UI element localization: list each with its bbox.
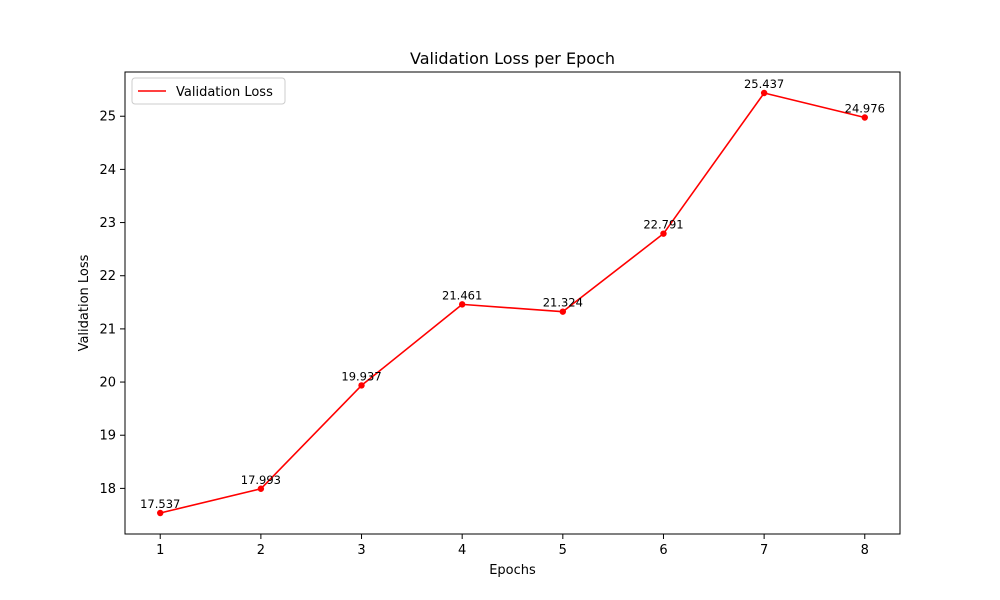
x-tick-label: 5 [559,543,567,558]
legend-label: Validation Loss [176,85,273,100]
x-tick-label: 1 [156,543,164,558]
data-label: 25.437 [744,77,784,91]
y-tick-label: 24 [99,163,116,178]
data-label: 17.993 [241,473,281,487]
data-label: 21.324 [543,296,583,310]
y-axis-label: Validation Loss [77,254,92,351]
x-tick-label: 8 [861,543,869,558]
x-axis-label: Epochs [489,563,536,578]
data-label: 19.937 [341,369,381,383]
data-label: 21.461 [442,288,482,302]
y-tick-label: 20 [99,376,116,391]
x-tick-label: 4 [458,543,466,558]
x-tick-label: 3 [357,543,365,558]
y-tick-label: 19 [99,429,116,444]
x-tick-label: 6 [659,543,667,558]
y-tick-label: 21 [99,322,116,337]
chart-title: Validation Loss per Epoch [410,49,615,68]
y-tick-label: 25 [99,110,116,125]
y-tick-label: 23 [99,216,116,231]
data-label: 24.976 [845,102,885,116]
data-label: 17.537 [140,497,180,511]
y-tick-label: 18 [99,482,116,497]
x-tick-label: 2 [257,543,265,558]
x-tick-label: 7 [760,543,768,558]
y-tick-label: 22 [99,269,116,284]
legend: Validation Loss [132,78,285,104]
data-label: 22.791 [643,218,683,232]
